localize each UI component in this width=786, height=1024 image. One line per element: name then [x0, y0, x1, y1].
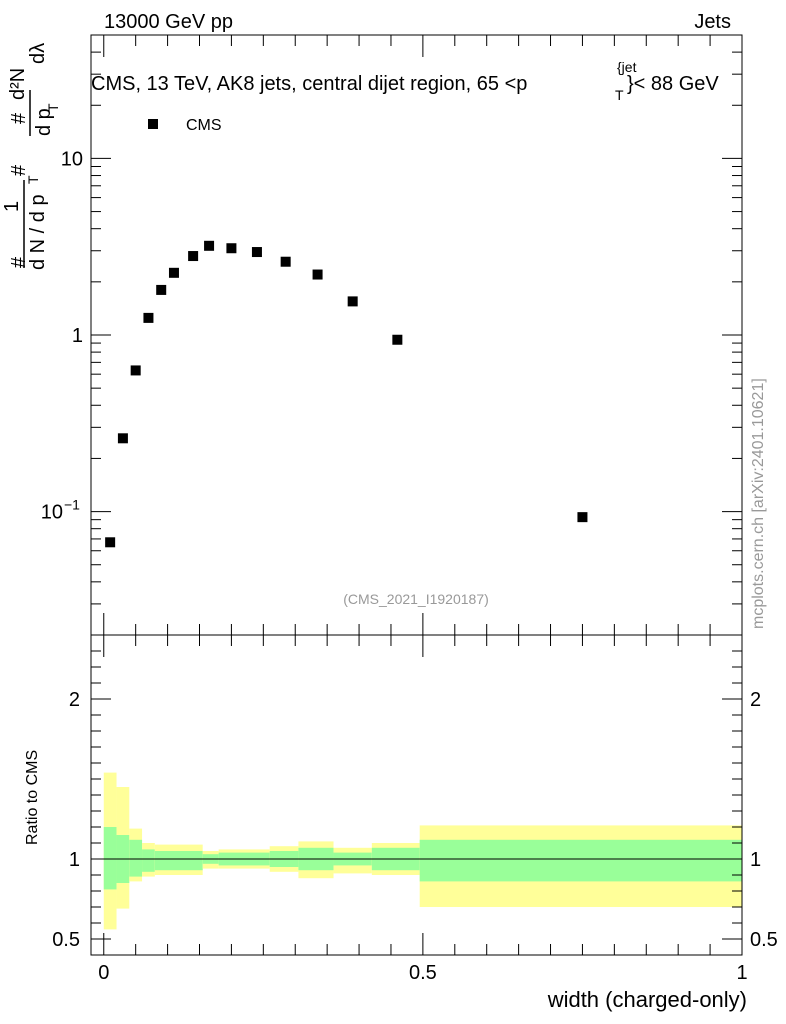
main-axis-ticks [91, 34, 743, 636]
data-point-8 [226, 243, 237, 254]
x-tick-label-2: 1 [736, 962, 747, 984]
main-y-tick-exponent-2: −1 [64, 497, 80, 513]
ratio-y-tick-label-right-0: 0.5 [750, 929, 778, 951]
analysis-id: (CMS_2021_I1920187) [343, 591, 489, 607]
data-point-9 [251, 247, 262, 258]
ratio-y-tick-label-1: 1 [69, 849, 80, 871]
title-main: CMS, 13 TeV, AK8 jets, central dijet reg… [91, 73, 527, 95]
ratio-bands [103, 772, 742, 930]
inner-band-4 [154, 851, 203, 871]
category-label: Jets [694, 11, 731, 33]
ylabel-frac-den-sub: T [25, 175, 41, 184]
data-markers [105, 240, 588, 548]
ratio-y-tick-label-right-1: 1 [750, 849, 761, 871]
plot-title: CMS, 13 TeV, AK8 jets, central dijet reg… [91, 59, 719, 103]
x-axis-label: width (charged-only) [547, 987, 747, 1012]
main-y-tick-label-2: 10 [41, 502, 63, 524]
data-point-0 [105, 537, 116, 548]
svg-text:CMS, 13 TeV, AK8 jets, central: CMS, 13 TeV, AK8 jets, central dijet reg… [91, 73, 527, 95]
inner-band-0 [103, 827, 117, 890]
main-ylabel: # d N / d p T 1 # d p T # d²N dλ [1, 43, 61, 270]
data-point-6 [188, 251, 199, 262]
energy-label: 13000 GeV pp [104, 11, 233, 33]
data-point-7 [204, 240, 215, 251]
watermark: mcplots.cern.ch [arXiv:2401.10621] [750, 378, 767, 629]
ratio-y-tick-labels-right: 0.5 1 2 [750, 689, 778, 951]
title-tail: }< 88 GeV [627, 73, 719, 95]
ylabel-deriv-den: d p [33, 108, 55, 136]
ratio-axis-ticks [91, 634, 743, 956]
legend-marker [148, 119, 158, 129]
main-y-tick-label-0: 10 [61, 148, 83, 170]
data-point-11 [312, 269, 323, 280]
x-tick-label-1: 0.5 [409, 962, 437, 984]
data-point-10 [280, 256, 291, 267]
x-tick-labels: 0 0.5 1 [98, 962, 747, 984]
data-point-2 [130, 365, 141, 376]
ratio-y-tick-labels: 0.5 1 2 [52, 689, 80, 951]
ylabel-hash-3: # [8, 112, 30, 124]
title-sup: {jet [617, 59, 637, 75]
ylabel-deriv-num: d²N [7, 68, 29, 100]
ratio-y-tick-label-2: 2 [69, 689, 80, 711]
ratio-y-tick-label-right-2: 2 [750, 689, 761, 711]
inner-band-2 [129, 839, 143, 877]
legend-label: CMS [186, 117, 222, 134]
inner-band-11 [419, 839, 742, 882]
data-point-4 [156, 284, 167, 295]
data-point-13 [392, 334, 403, 345]
inner-band-3 [142, 849, 155, 872]
ratio-ylabel: Ratio to CMS [24, 750, 41, 845]
x-tick-label-0: 0 [98, 962, 109, 984]
main-y-tick-label-1: 1 [72, 325, 83, 347]
ylabel-frac-den: d N / d p [27, 194, 49, 270]
data-point-5 [168, 267, 179, 278]
data-point-1 [117, 433, 128, 444]
ylabel-frac-num: 1 [1, 201, 23, 212]
data-point-12 [347, 296, 358, 307]
data-point-3 [143, 312, 154, 323]
ylabel-hash-2: # [8, 164, 30, 176]
data-point-14 [577, 512, 588, 523]
title-sub: T [615, 87, 624, 103]
ylabel-deriv-den-sub: T [45, 103, 61, 112]
legend: CMS [148, 117, 222, 134]
ylabel-deriv-den-tail: dλ [27, 43, 49, 64]
ratio-y-tick-label-0: 0.5 [52, 929, 80, 951]
